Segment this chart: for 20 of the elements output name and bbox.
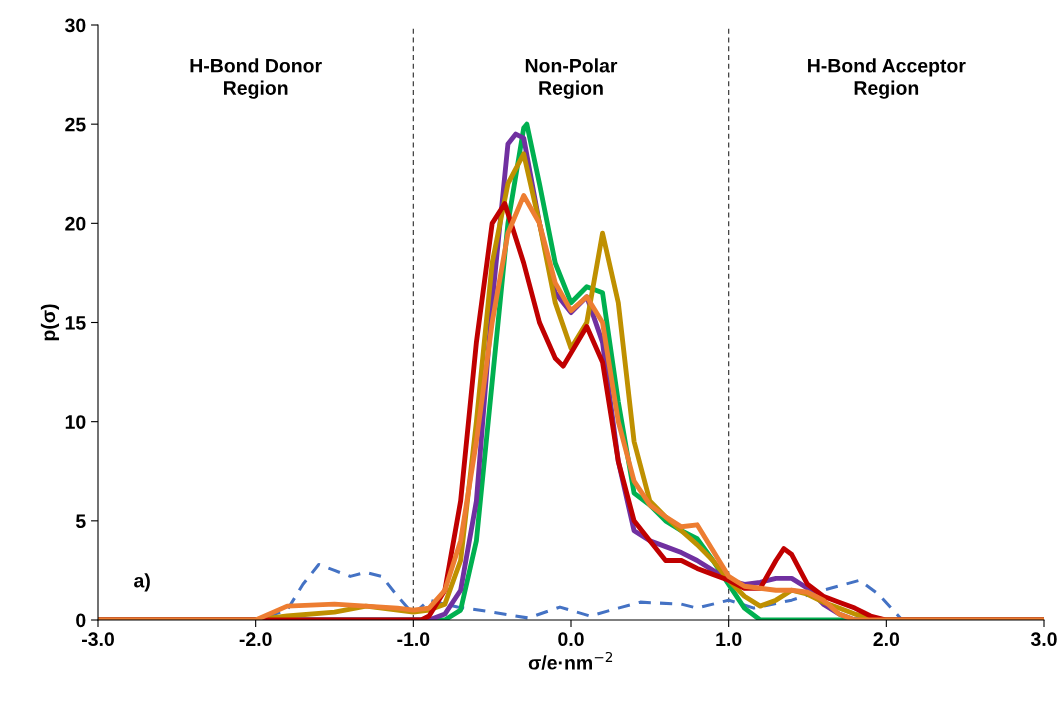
x-tick-label: 3.0 bbox=[1030, 632, 1057, 647]
x-axis-title: σ/e·nm$^{−2}$ bbox=[528, 651, 613, 670]
annotation: Non-Polar Region bbox=[525, 58, 618, 99]
y-tick-label: 20 bbox=[65, 216, 86, 231]
x-tick-label: 2.0 bbox=[873, 632, 900, 647]
y-tick-label: 15 bbox=[65, 316, 86, 330]
annotation: a) bbox=[134, 573, 150, 592]
y-tick-label: 30 bbox=[65, 18, 86, 33]
x-tick-label: -1.0 bbox=[397, 632, 430, 647]
y-tick-label: 25 bbox=[65, 117, 86, 132]
x-tick-label: 1.0 bbox=[716, 632, 742, 647]
y-tick-label: 10 bbox=[65, 415, 86, 429]
x-tick-label: -3.0 bbox=[82, 632, 114, 647]
y-axis-title: p(σ) bbox=[40, 304, 60, 341]
y-tick-label: 5 bbox=[75, 514, 86, 529]
annotation: H-Bond Acceptor Region bbox=[808, 58, 966, 99]
y-tick-label: 0 bbox=[76, 613, 86, 628]
annotation: H-Bond Donor Region bbox=[190, 58, 322, 99]
x-tick-label: -2.0 bbox=[239, 632, 272, 647]
x-tick-label: 0.0 bbox=[558, 632, 584, 647]
